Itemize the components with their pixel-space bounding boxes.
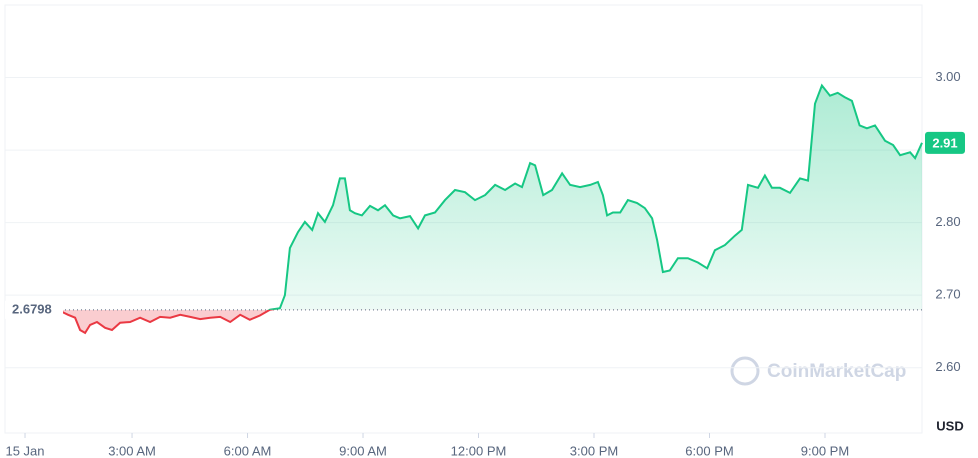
x-tick-label: 12:00 PM <box>451 443 507 458</box>
price-line-up <box>267 83 923 310</box>
x-tick-label: 6:00 PM <box>685 443 733 458</box>
x-tick-label: 9:00 AM <box>339 443 387 458</box>
y-tick-label: 2.60 <box>935 359 960 374</box>
baseline-label: 2.6798 <box>12 301 52 316</box>
baseline-label-bg <box>5 300 63 319</box>
current-price-badge <box>925 131 965 154</box>
x-tick-label: 3:00 AM <box>108 443 156 458</box>
y-tick-label: 2.80 <box>935 214 960 229</box>
current-price-label: 2.91 <box>932 135 957 150</box>
watermark-text: CoinMarketCap <box>767 361 906 382</box>
watermark: CoinMarketCap <box>730 356 906 386</box>
y-axis-label: USD <box>936 418 963 433</box>
y-tick-label: 2.70 <box>935 287 960 302</box>
x-tick-label: 3:00 PM <box>570 443 618 458</box>
x-tick-label: 15 Jan <box>5 443 44 458</box>
area-up <box>62 85 922 310</box>
price-line-down <box>61 309 276 335</box>
y-tick-label: 3.00 <box>935 69 960 84</box>
x-tick-label: 9:00 PM <box>801 443 849 458</box>
x-tick-label: 6:00 AM <box>224 443 272 458</box>
